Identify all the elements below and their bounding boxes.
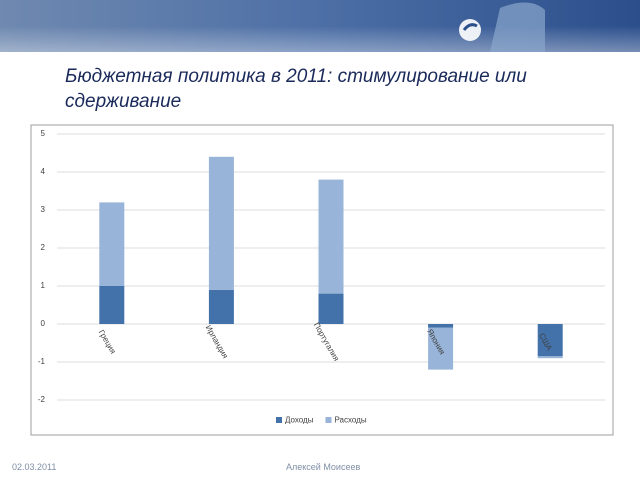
bar (99, 202, 125, 286)
bar (99, 286, 125, 324)
bar (537, 356, 563, 359)
y-tick-label: -1 (38, 357, 46, 366)
bar (318, 179, 344, 294)
bar (318, 293, 344, 324)
bar (208, 289, 234, 324)
banner (0, 0, 640, 52)
footer-date: 02.03.2011 (12, 462, 57, 472)
legend-swatch (325, 417, 332, 423)
y-tick-label: 1 (41, 281, 46, 290)
legend-label: Расходы (334, 416, 366, 425)
legend-label: Доходы (285, 416, 314, 425)
y-tick-label: 0 (41, 319, 46, 328)
y-tick-label: 2 (41, 243, 46, 252)
footer-author: Алексей Моисеев (286, 462, 361, 472)
slide-title: Бюджетная политика в 2011: стимулировани… (65, 66, 527, 112)
y-tick-label: 3 (41, 205, 46, 214)
bar (537, 324, 563, 357)
bar (208, 156, 234, 290)
y-tick-label: -2 (38, 395, 46, 404)
bar (428, 324, 454, 328)
legend-swatch (276, 417, 282, 423)
y-tick-label: 4 (41, 167, 46, 176)
y-tick-label: 5 (41, 129, 46, 138)
bar (428, 327, 454, 370)
